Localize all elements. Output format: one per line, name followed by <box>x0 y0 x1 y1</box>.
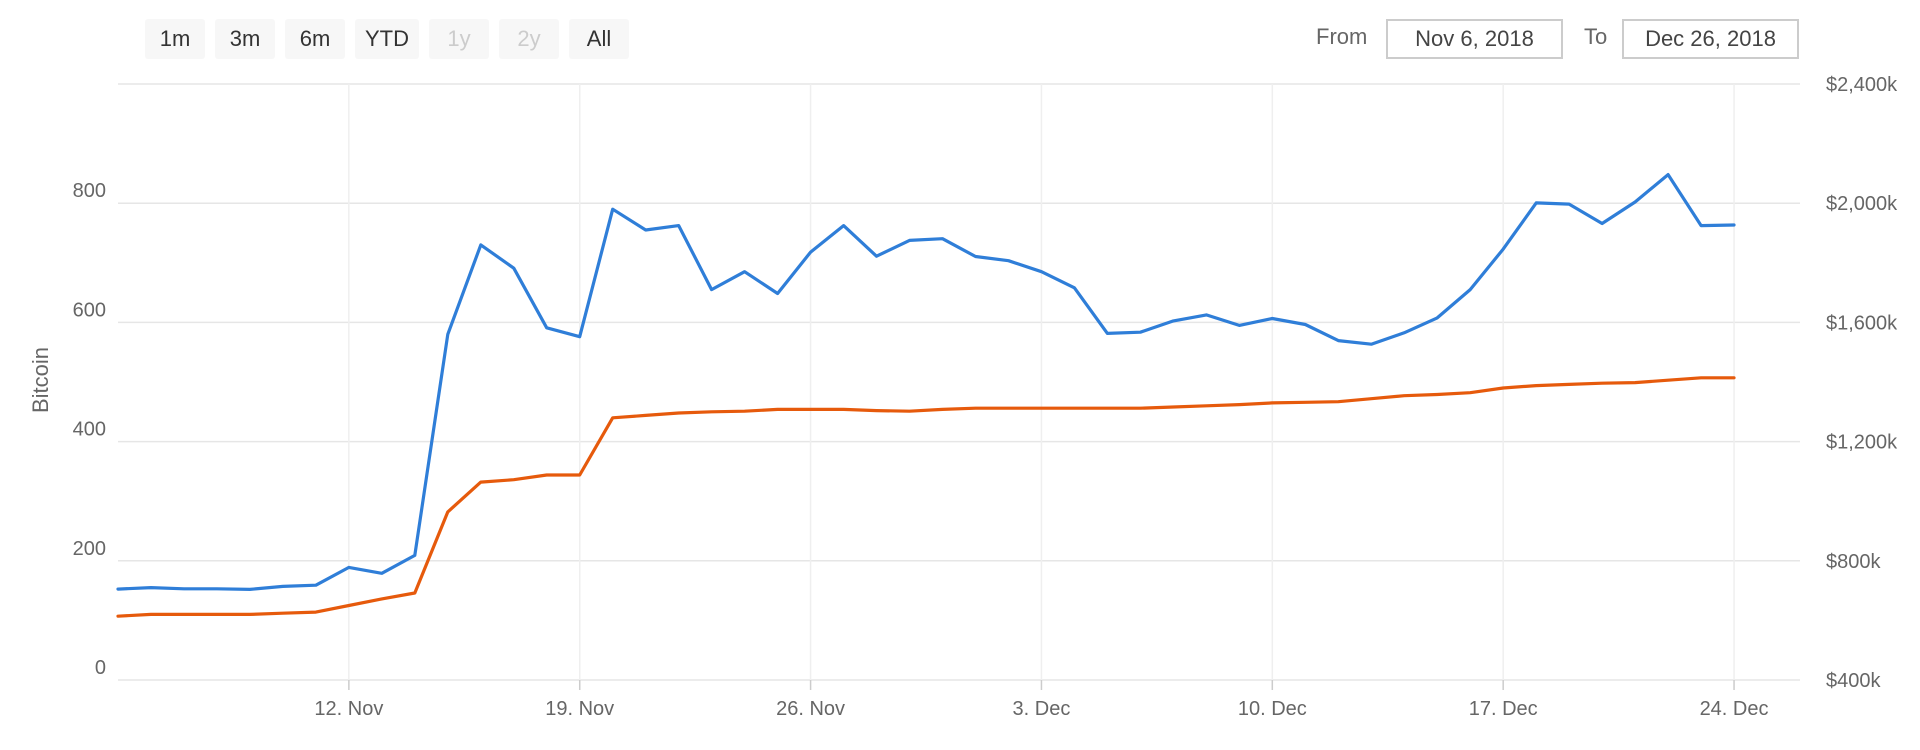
y-right-tick-label: $800k <box>1826 551 1881 573</box>
axes: Bitcoin $400k $800k $1,200k $1,600k $2,000k $… <box>28 74 1898 720</box>
range-button-2y: 2y <box>499 19 559 59</box>
from-date-input[interactable]: Nov 6, 2018 <box>1386 19 1563 59</box>
to-date-input[interactable]: Dec 26, 2018 <box>1622 19 1799 59</box>
x-tick-label: 3. Dec <box>1013 698 1071 720</box>
y-left-tick-label: 800 <box>73 180 106 202</box>
range-button-3m[interactable]: 3m <box>215 19 275 59</box>
range-selector: 1m 3m 6m YTD 1y 2y All <box>145 19 629 59</box>
y-right-tick-label: $1,200k <box>1826 432 1898 454</box>
y-left-tick-label: 0 <box>95 657 106 679</box>
y-left-tick-label: 400 <box>73 419 106 441</box>
to-label: To <box>1584 24 1608 49</box>
range-button-1y: 1y <box>429 19 489 59</box>
from-label: From <box>1316 24 1368 49</box>
y-right-tick-label: $1,600k <box>1826 312 1898 334</box>
y-left-tick-label: 200 <box>73 538 106 560</box>
grid <box>118 83 1800 681</box>
x-tick-label: 17. Dec <box>1469 698 1538 720</box>
y-left-tick-label: 600 <box>73 299 106 321</box>
y-right-tick-label: $400k <box>1826 670 1881 692</box>
x-tick-label: 19. Nov <box>545 698 614 720</box>
range-button-ytd[interactable]: YTD <box>355 19 419 59</box>
range-button-1m[interactable]: 1m <box>145 19 205 59</box>
x-tick-label: 12. Nov <box>314 698 383 720</box>
x-tick-label: 10. Dec <box>1238 698 1307 720</box>
y-right-tick-label: $2,400k <box>1826 74 1898 96</box>
range-button-6m[interactable]: 6m <box>285 19 345 59</box>
x-tick-label: 26. Nov <box>776 698 845 720</box>
range-button-all[interactable]: All <box>569 19 629 59</box>
series-layer <box>116 173 1736 618</box>
x-tick-label: 24. Dec <box>1700 698 1769 720</box>
series-line-2 <box>116 376 1736 618</box>
series-line-1 <box>116 173 1736 592</box>
y-right-tick-label: $2,000k <box>1826 193 1898 215</box>
y-axis-left-label: Bitcoin <box>28 347 53 413</box>
